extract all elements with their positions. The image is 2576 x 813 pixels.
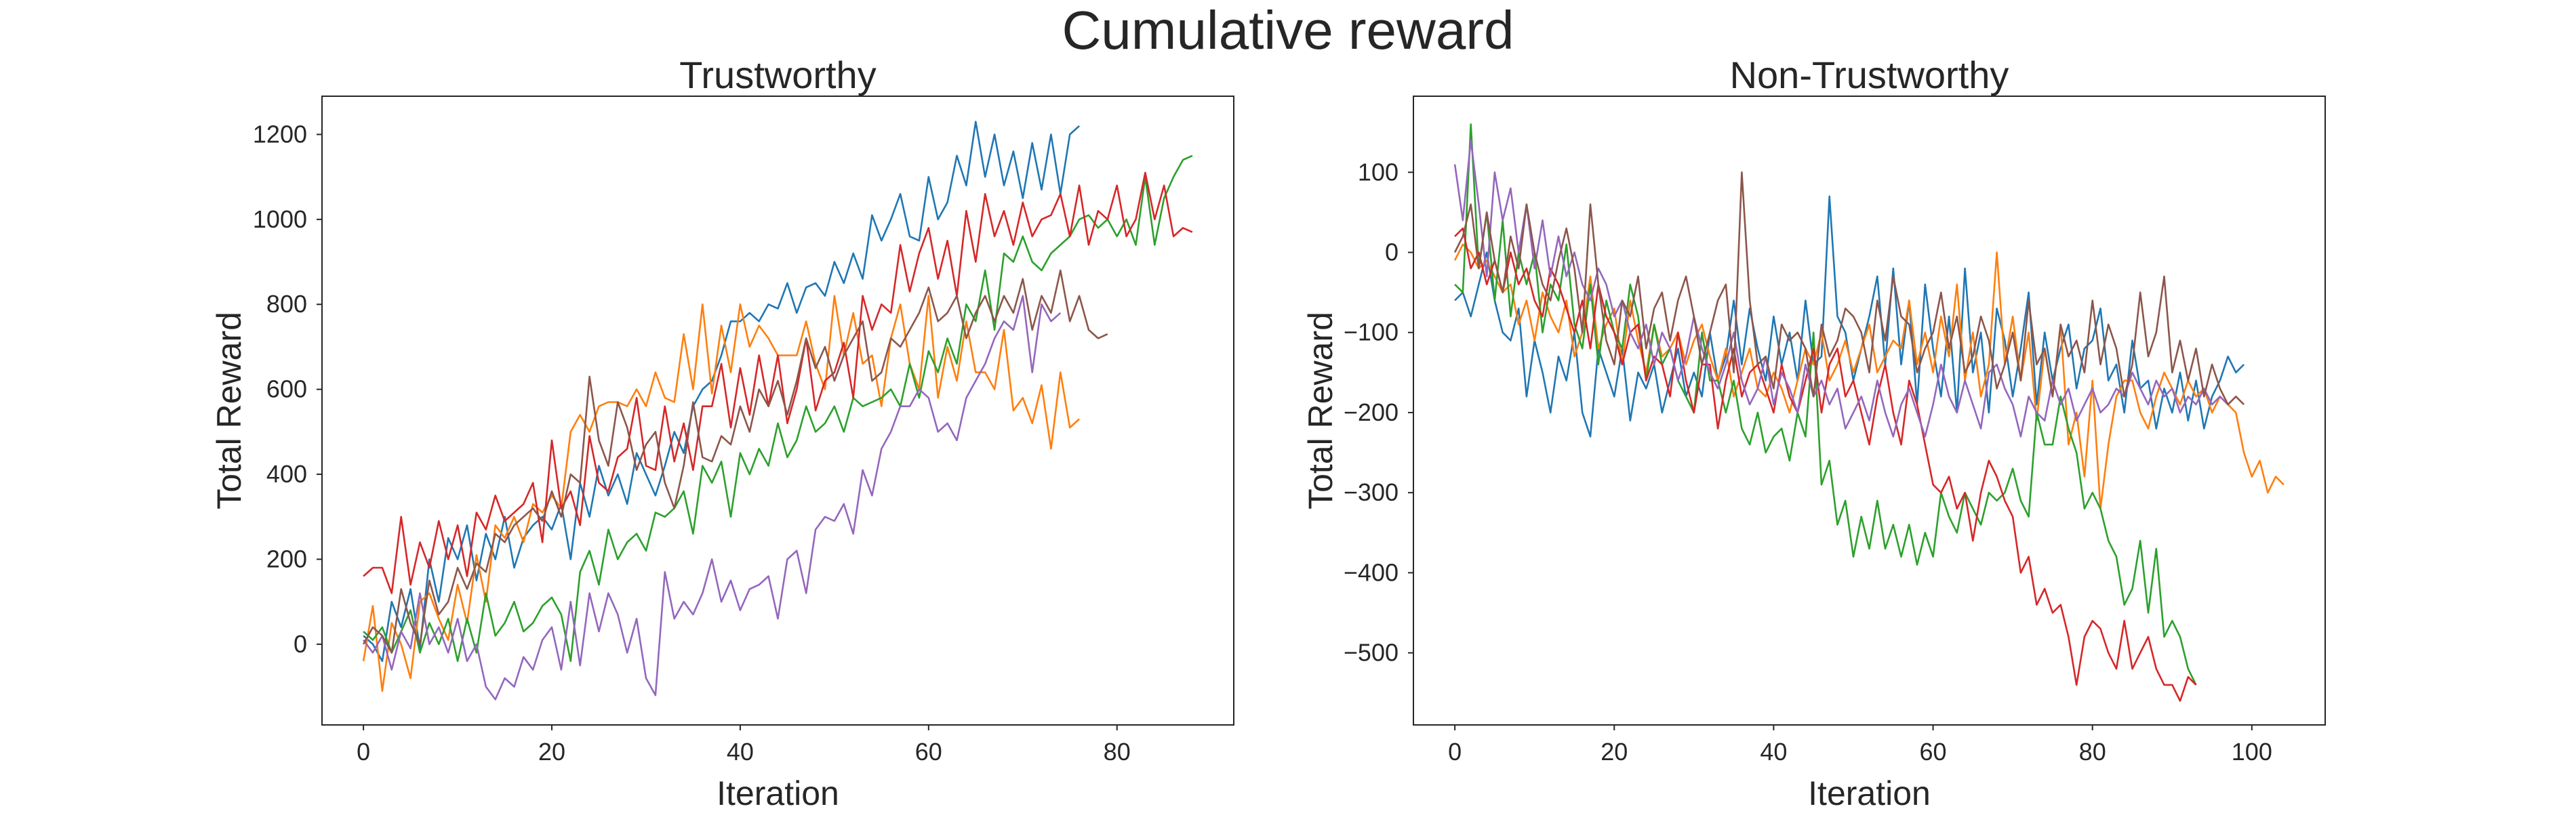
trustworthy-y-axis-label: Total Reward (210, 312, 248, 509)
non-trustworthy-x-tick-label: 60 (1920, 738, 1947, 766)
non-trustworthy-y-axis-label: Total Reward (1302, 312, 1340, 509)
non-trustworthy-x-tick-label: 80 (2079, 738, 2106, 766)
non-trustworthy-series-6-line (1453, 171, 2245, 406)
non-trustworthy-y-tick-label: −500 (1344, 639, 1398, 667)
non-trustworthy-series-4-line (1454, 227, 2197, 702)
non-trustworthy-panel: 0 20 40 60 80 100 100 0 −100 −200 −300 −400 −500 Non-… (1302, 54, 2326, 812)
trustworthy-axes-frame (321, 96, 1234, 726)
trustworthy-series-4-line (363, 171, 1193, 594)
non-trustworthy-axes-title: Non-Trustworthy (1730, 54, 2009, 96)
trustworthy-panel: 0 20 40 60 80020040060080010001200Trustworth… (210, 54, 1234, 812)
trustworthy-series-2-line (362, 295, 1080, 692)
trustworthy-series-5-line (363, 295, 1062, 701)
non-trustworthy-x-tick-label: 100 (2232, 738, 2272, 766)
non-trustworthy-x-tick-label: 20 (1601, 738, 1628, 766)
trustworthy-x-tick-label: 20 (538, 738, 565, 766)
non-trustworthy-x-axis-label: Iteration (1808, 774, 1931, 812)
trustworthy-x-tick-label: 80 (1104, 738, 1131, 766)
trustworthy-x-tick-label: 60 (915, 738, 942, 766)
trustworthy-x-tick-label: 0 (357, 738, 370, 766)
non-trustworthy-y-tick-label: 0 (1385, 238, 1398, 266)
non-trustworthy-y-tick-label: −100 (1344, 318, 1398, 346)
non-trustworthy-series-3-line (1454, 123, 2197, 686)
trustworthy-series-1-line (363, 121, 1080, 663)
trustworthy-x-tick-label: 40 (727, 738, 754, 766)
non-trustworthy-series-5-line (1453, 139, 2229, 438)
non-trustworthy-y-tick-label: 100 (1358, 158, 1398, 186)
non-trustworthy-y-tick-label: −200 (1344, 398, 1398, 426)
non-trustworthy-axes-frame (1413, 96, 2326, 726)
non-trustworthy-x-tick-label: 40 (1760, 738, 1787, 766)
trustworthy-y-tick-label: 0 (294, 630, 307, 658)
trustworthy-y-tick-label: 800 (266, 290, 307, 318)
non-trustworthy-y-tick-label: −400 (1344, 558, 1398, 586)
trustworthy-series-6-line (362, 269, 1108, 654)
non-trustworthy-y-tick-label: −300 (1344, 478, 1398, 506)
trustworthy-axes-title: Trustworthy (679, 54, 876, 96)
non-trustworthy-x-tick-label: 0 (1448, 738, 1462, 766)
figure-title: Cumulative reward (1062, 0, 1514, 60)
non-trustworthy-series-2-line (1453, 243, 2285, 510)
trustworthy-y-tick-label: 1000 (253, 205, 307, 233)
trustworthy-y-tick-label: 1200 (253, 120, 307, 148)
trustworthy-x-axis-label: Iteration (717, 774, 839, 812)
trustworthy-series-3-line (363, 154, 1193, 663)
trustworthy-y-tick-label: 200 (266, 545, 307, 572)
trustworthy-y-tick-label: 400 (266, 460, 307, 488)
trustworthy-y-tick-label: 600 (266, 375, 307, 403)
